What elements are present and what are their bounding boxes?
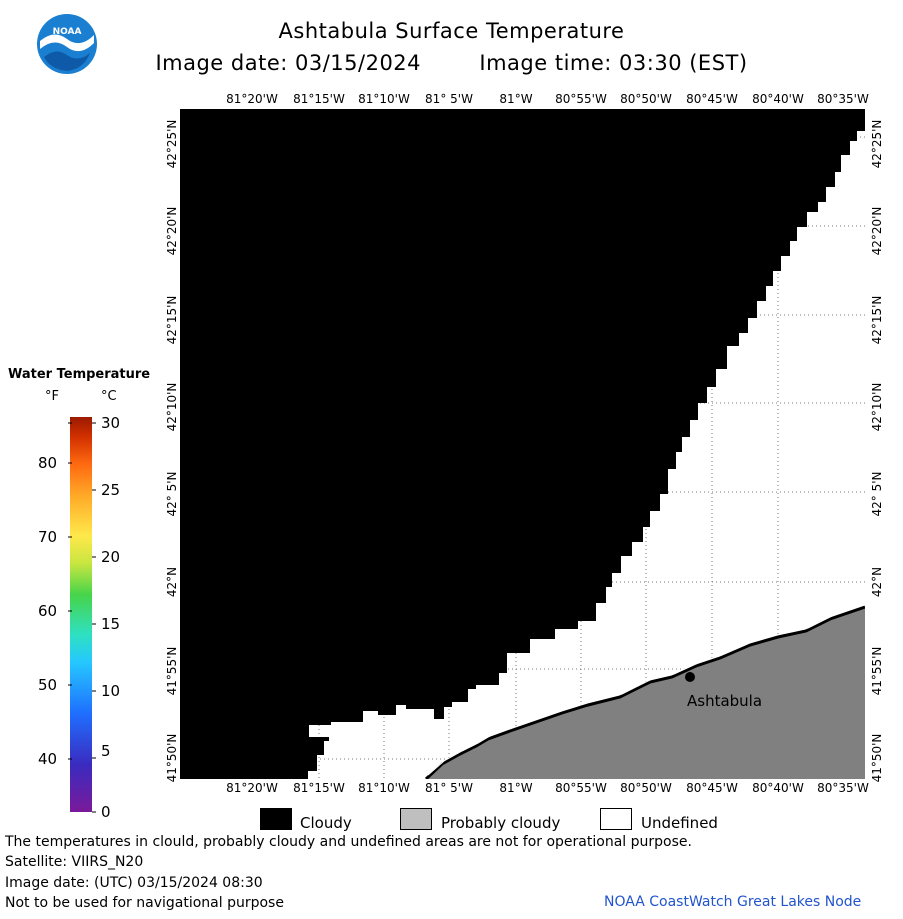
land-area (426, 607, 865, 779)
lon-label-top: 81°20'W (226, 92, 278, 106)
legend-c-tick: 15 (101, 615, 121, 633)
legend-c-tick: 25 (101, 481, 121, 499)
image-time-label: Image time: 03:30 (EST) (479, 51, 748, 75)
key-swatch-probably-cloudy (400, 808, 432, 830)
legend-f-tick: 60 (38, 602, 58, 620)
lat-label-right: 42° 5'N (870, 471, 884, 517)
shoreline (424, 605, 865, 779)
lon-label-bottom: 80°45'W (686, 781, 738, 795)
legend-unit-f: °F (45, 389, 59, 404)
footer-utc-date: Image date: (UTC) 03/15/2024 08:30 (5, 875, 263, 891)
legend-c-tick: 5 (101, 742, 111, 760)
lat-label-right: 41°50'N (870, 733, 884, 783)
legend-c-tick: 0 (101, 803, 111, 821)
lat-label-right: 42°N (870, 566, 884, 598)
lat-label-right: 42°10'N (870, 382, 884, 432)
lon-label-top: 80°35'W (817, 92, 869, 106)
ashtabula-marker (685, 672, 695, 682)
footer-warning: Not to be used for navigational purpose (5, 895, 284, 911)
legend-f-tick: 80 (38, 454, 58, 472)
lon-label-bottom: 81°20'W (226, 781, 278, 795)
lon-label-bottom: 81°W (499, 781, 533, 795)
lon-label-top: 80°55'W (555, 92, 607, 106)
image-datetime: Image date: 03/15/2024 Image time: 03:30… (0, 51, 903, 75)
key-label-cloudy: Cloudy (300, 814, 352, 832)
cloud-area (180, 109, 865, 779)
lat-label-right: 42°25'N (870, 119, 884, 169)
lon-label-bottom: 80°40'W (752, 781, 804, 795)
map-title: Ashtabula Surface Temperature (278, 19, 625, 43)
lon-label-top: 80°45'W (686, 92, 738, 106)
noaa-logo-text: NOAA (53, 27, 82, 37)
lon-label-top: 81°15'W (293, 92, 345, 106)
footer-satellite: Satellite: VIIRS_N20 (5, 854, 144, 870)
lat-label-left: 41°55'N (165, 646, 179, 696)
lat-label-left: 42°N (165, 566, 179, 598)
lon-label-top: 81°10'W (358, 92, 410, 106)
noaa-logo-icon: NOAA (37, 14, 97, 74)
legend-f-tick: 70 (38, 528, 58, 546)
map-panel: Ashtabula (180, 109, 865, 779)
footer-credit: NOAA CoastWatch Great Lakes Node (604, 894, 862, 910)
lon-label-bottom: 80°50'W (620, 781, 672, 795)
legend-unit-c: °C (101, 389, 117, 404)
legend-f-tick: 40 (38, 750, 58, 768)
lon-label-bottom: 81°15'W (293, 781, 345, 795)
lat-label-left: 42°10'N (165, 382, 179, 432)
lat-label-left: 42°15'N (165, 295, 179, 345)
noaa-logo: NOAA (36, 13, 98, 75)
lon-label-top: 80°40'W (752, 92, 804, 106)
key-label-undefined: Undefined (641, 814, 718, 832)
legend-c-tick: 20 (101, 548, 121, 566)
lon-label-top: 80°50'W (620, 92, 672, 106)
lon-label-bottom: 80°55'W (555, 781, 607, 795)
lon-label-bottom: 81° 5'W (425, 781, 473, 795)
key-label-probably-cloudy: Probably cloudy (441, 814, 561, 832)
lat-label-right: 41°55'N (870, 646, 884, 696)
lon-label-bottom: 81°10'W (358, 781, 410, 795)
legend-title: Water Temperature (8, 367, 151, 382)
key-swatch-cloudy (260, 808, 292, 830)
lon-label-top: 81° 5'W (425, 92, 473, 106)
legend-f-tick: 50 (38, 676, 58, 694)
ashtabula-label: Ashtabula (687, 692, 762, 710)
lon-label-top: 81°W (499, 92, 533, 106)
lat-label-left: 42°25'N (165, 119, 179, 169)
lon-label-bottom: 80°35'W (817, 781, 869, 795)
image-date-label: Image date: 03/15/2024 (155, 51, 422, 75)
key-swatch-undefined (600, 808, 632, 830)
lat-label-right: 42°15'N (870, 295, 884, 345)
legend-c-tick: 30 (101, 414, 121, 432)
lat-label-left: 41°50'N (165, 733, 179, 783)
legend-c-tick: 10 (101, 682, 121, 700)
color-scale-ticks (68, 422, 96, 813)
footer-note: The temperatures in clould, probably clo… (5, 834, 692, 850)
lat-label-right: 42°20'N (870, 206, 884, 256)
color-scale-bar (70, 417, 92, 812)
lat-label-left: 42°20'N (165, 206, 179, 256)
lat-label-left: 42° 5'N (165, 471, 179, 517)
